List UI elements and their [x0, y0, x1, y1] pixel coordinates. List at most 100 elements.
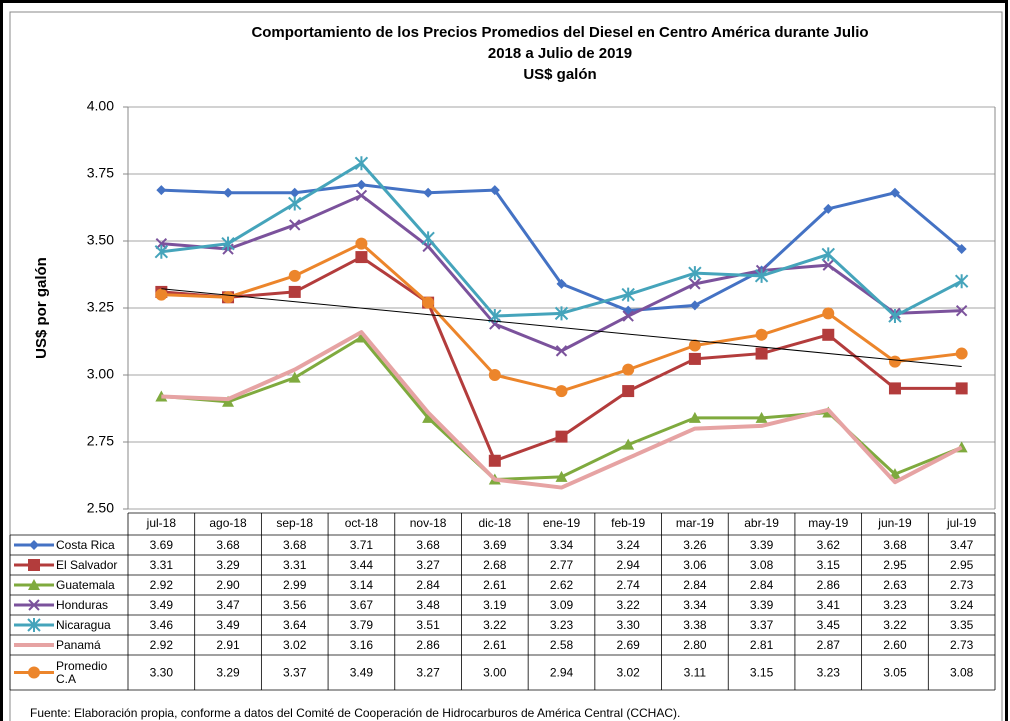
table-cell: 2.81 — [750, 638, 774, 652]
marker — [422, 296, 435, 309]
source-note: Fuente: Elaboración propia, conforme a d… — [30, 706, 680, 720]
legend-label-box: Panamá — [56, 637, 101, 652]
table-cell: 2.86 — [416, 638, 440, 652]
marker — [354, 156, 369, 171]
marker — [155, 288, 168, 301]
table-cell: 2.84 — [750, 578, 774, 592]
marker — [288, 196, 302, 211]
x-tick-label: nov-18 — [410, 516, 447, 530]
table-cell: 3.24 — [950, 598, 974, 612]
table-cell: 2.58 — [550, 638, 574, 652]
table-cell: 3.22 — [883, 618, 907, 632]
marker — [954, 274, 969, 289]
marker — [223, 187, 234, 198]
y-tick-label: 3.00 — [87, 366, 114, 382]
table-cell: 3.27 — [416, 666, 440, 680]
table-cell: 3.35 — [950, 618, 974, 632]
table-cell: 3.29 — [216, 666, 240, 680]
table-cell: 3.29 — [216, 558, 240, 572]
table-cell: 3.69 — [150, 538, 174, 552]
table-cell: 2.69 — [617, 638, 641, 652]
marker — [288, 269, 301, 282]
marker — [355, 251, 368, 264]
table-cell: 3.49 — [216, 618, 240, 632]
x-tick-label: dic-18 — [478, 516, 511, 530]
x-tick-label: abr-19 — [744, 516, 779, 530]
marker — [755, 411, 768, 423]
chart-area — [9, 11, 1003, 721]
marker — [554, 306, 569, 321]
marker — [28, 559, 40, 571]
y-tick-label: 2.50 — [87, 500, 114, 516]
table-cell: 3.56 — [283, 598, 307, 612]
marker — [823, 203, 834, 214]
y-axis-label: US$ por galón — [33, 257, 50, 359]
marker — [555, 430, 568, 443]
table-cell: 3.23 — [550, 618, 574, 632]
table-cell: 3.51 — [416, 618, 440, 632]
x-tick-label: jul-18 — [146, 516, 177, 530]
table-cell: 3.68 — [283, 538, 307, 552]
legend-label-box: Honduras — [56, 598, 108, 611]
marker — [688, 411, 701, 423]
x-tick-label: jun-19 — [877, 516, 912, 530]
table-cell: 3.15 — [817, 558, 841, 572]
marker — [288, 371, 301, 383]
marker — [689, 300, 700, 311]
legend-label: Panamá — [56, 637, 101, 652]
table-cell: 3.37 — [750, 618, 774, 632]
x-tick-label: ene-19 — [543, 516, 581, 530]
marker — [488, 369, 501, 381]
table-cell: 2.95 — [950, 558, 974, 572]
marker — [422, 411, 435, 423]
marker — [421, 231, 435, 246]
marker — [289, 187, 300, 198]
table-cell: 3.68 — [883, 538, 907, 552]
x-tick-label: sep-18 — [276, 516, 313, 530]
table-cell: 3.47 — [950, 538, 974, 552]
table-cell: 2.60 — [883, 638, 907, 652]
table-cell: 3.67 — [350, 598, 374, 612]
table-cell: 3.68 — [416, 538, 440, 552]
marker — [888, 355, 901, 368]
table-cell: 3.02 — [617, 666, 641, 680]
marker — [154, 244, 169, 259]
marker — [488, 454, 501, 467]
legend-label-box: El Salvador — [56, 558, 117, 571]
table-cell: 2.99 — [283, 578, 307, 592]
table-cell: 3.15 — [750, 666, 774, 680]
table-cell: 2.91 — [216, 638, 240, 652]
table-cell: 3.11 — [684, 666, 707, 680]
marker — [555, 345, 568, 357]
table-cell: 3.44 — [350, 558, 374, 572]
y-tick-label: 4.00 — [87, 98, 114, 114]
table-cell: 3.23 — [883, 598, 907, 612]
marker — [288, 285, 301, 298]
chart-title: 2018 a Julio de 2019 — [488, 45, 632, 62]
marker — [556, 278, 567, 289]
table-cell: 2.86 — [817, 578, 841, 592]
table-cell: 2.68 — [483, 558, 507, 572]
table-cell: 3.46 — [150, 618, 174, 632]
chart-title: US$ galón — [523, 66, 596, 83]
table-cell: 3.69 — [483, 538, 507, 552]
x-tick-label: feb-19 — [611, 516, 645, 530]
table-cell: 2.63 — [883, 578, 907, 592]
table-cell: 3.62 — [817, 538, 841, 552]
table-cell: 3.64 — [283, 618, 307, 632]
legend-label-box: Guatemala — [56, 578, 115, 591]
table-cell: 3.49 — [350, 666, 374, 680]
legend-label-box: Nicaragua — [56, 618, 111, 631]
marker — [889, 187, 900, 198]
table-cell: 3.22 — [483, 618, 507, 632]
marker — [955, 347, 968, 360]
table-cell: 3.68 — [216, 538, 240, 552]
y-tick-label: 3.50 — [87, 232, 114, 248]
table-cell: 3.71 — [350, 538, 374, 552]
marker — [355, 237, 368, 250]
table-cell: 2.80 — [683, 638, 707, 652]
marker — [621, 287, 635, 302]
marker — [356, 179, 367, 190]
